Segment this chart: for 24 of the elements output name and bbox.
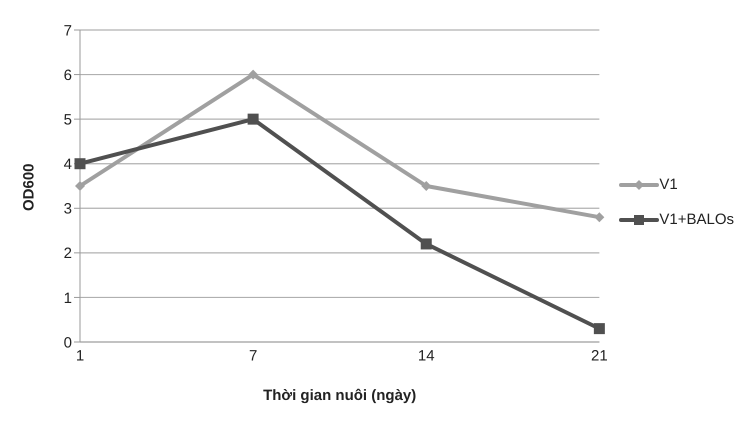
y-tick-label: 6: [64, 66, 72, 84]
y-tick-label: 3: [64, 200, 72, 218]
y-axis-title: OD600: [20, 163, 38, 211]
point: [248, 114, 259, 125]
point: [594, 323, 605, 334]
legend-label: V1+BALOs: [659, 211, 734, 228]
point: [421, 181, 432, 191]
point: [248, 70, 258, 80]
point: [594, 212, 604, 222]
legend-label: V1: [659, 176, 678, 193]
y-tick-label: 0: [64, 334, 72, 352]
x-tick-label: 1: [76, 348, 84, 365]
y-tick-label: 2: [64, 245, 72, 262]
y-tick-label: 5: [64, 111, 72, 128]
point: [74, 158, 86, 170]
x-axis-title: Thời gian nuôi (ngày): [263, 387, 416, 404]
y-tick-label: 1: [64, 290, 72, 307]
y-tick-label: 7: [64, 22, 72, 40]
x-tick-label: 14: [418, 348, 435, 365]
point: [75, 181, 85, 191]
x-tick-label: 21: [591, 348, 608, 365]
x-tick-label: 7: [248, 348, 258, 365]
point: [420, 238, 432, 250]
y-tick-label: 4: [64, 156, 72, 174]
